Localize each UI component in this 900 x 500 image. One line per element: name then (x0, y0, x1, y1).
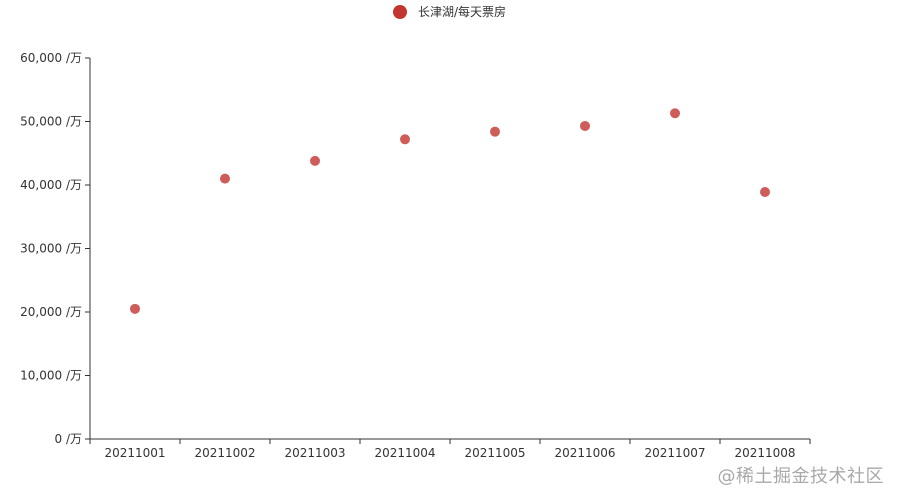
x-tick-label: 20211003 (284, 446, 345, 460)
data-point (400, 134, 410, 145)
x-tick-label: 20211007 (644, 446, 705, 460)
legend-marker (393, 5, 407, 19)
data-point (670, 108, 680, 119)
data-point (760, 186, 770, 197)
watermark: @稀土掘金技术社区 (717, 466, 884, 487)
legend-label: 长津湖/每天票房 (418, 4, 506, 19)
y-tick-label: 0 /万 (55, 432, 83, 446)
data-point (310, 155, 320, 166)
data-point (220, 173, 230, 184)
x-tick-label: 20211006 (554, 446, 615, 460)
x-tick-label: 20211005 (464, 446, 525, 460)
y-tick-label: 50,000 /万 (20, 115, 82, 129)
y-tick-label: 10,000 /万 (20, 369, 82, 383)
y-tick-label: 30,000 /万 (20, 242, 82, 256)
y-tick-label: 60,000 /万 (20, 51, 82, 65)
x-tick-label: 20211004 (374, 446, 435, 460)
y-tick-label: 40,000 /万 (20, 178, 82, 192)
x-tick-label: 20211008 (734, 446, 795, 460)
x-tick-label: 20211002 (194, 446, 255, 460)
x-tick-label: 20211001 (104, 446, 165, 460)
data-point (130, 303, 140, 314)
y-tick-label: 20,000 /万 (20, 305, 82, 319)
data-point (580, 120, 590, 131)
data-point (490, 126, 500, 137)
